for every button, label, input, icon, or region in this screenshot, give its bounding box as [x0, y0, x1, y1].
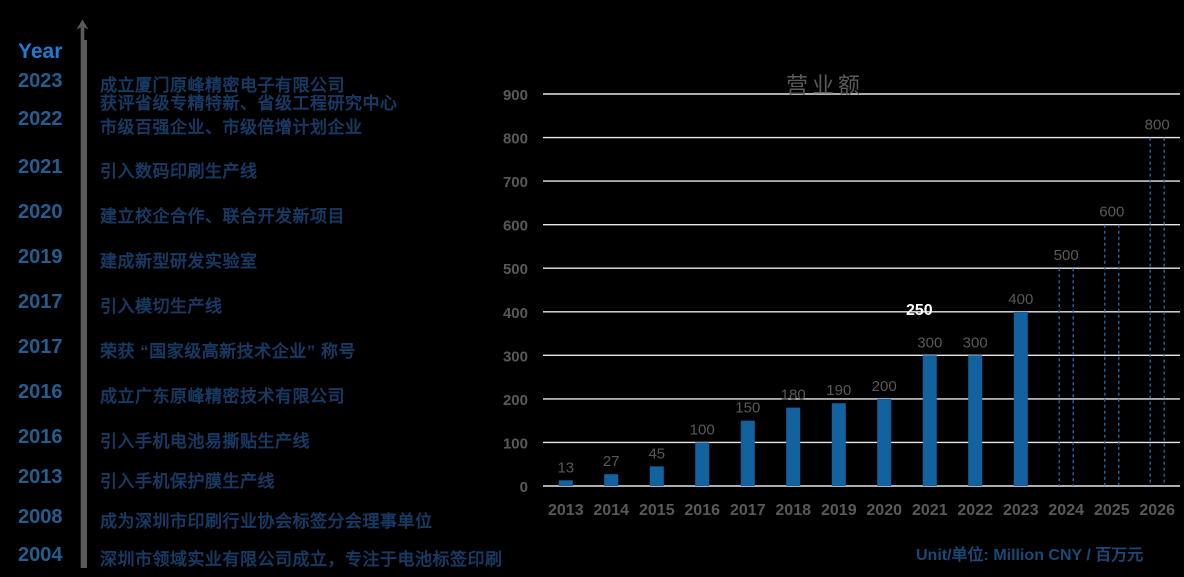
svg-text:100: 100 [690, 421, 715, 438]
svg-text:300: 300 [917, 334, 942, 351]
svg-text:0: 0 [520, 479, 528, 496]
svg-text:300: 300 [963, 334, 988, 351]
svg-text:2016: 2016 [684, 502, 720, 519]
svg-text:2015: 2015 [639, 502, 675, 519]
svg-text:500: 500 [1054, 247, 1079, 264]
svg-text:400: 400 [503, 305, 528, 322]
svg-text:600: 600 [1099, 204, 1124, 221]
svg-text:150: 150 [735, 400, 760, 417]
svg-text:190: 190 [826, 382, 851, 399]
svg-text:300: 300 [503, 348, 528, 365]
svg-text:13: 13 [557, 459, 574, 476]
svg-text:700: 700 [503, 174, 528, 191]
svg-text:2026: 2026 [1139, 502, 1175, 519]
svg-text:2024: 2024 [1048, 502, 1084, 519]
svg-text:27: 27 [603, 453, 620, 470]
svg-text:900: 900 [503, 87, 528, 104]
svg-text:180: 180 [781, 387, 806, 404]
svg-text:200: 200 [503, 392, 528, 409]
svg-text:2013: 2013 [548, 502, 584, 519]
svg-text:2025: 2025 [1094, 502, 1130, 519]
svg-text:2023: 2023 [1003, 502, 1039, 519]
svg-text:2014: 2014 [593, 502, 629, 519]
svg-text:2021: 2021 [912, 502, 948, 519]
svg-text:2019: 2019 [821, 502, 857, 519]
svg-text:800: 800 [1145, 117, 1170, 134]
svg-text:2017: 2017 [730, 502, 766, 519]
svg-text:200: 200 [872, 378, 897, 395]
svg-text:600: 600 [503, 218, 528, 235]
svg-text:2022: 2022 [957, 502, 993, 519]
svg-text:400: 400 [1008, 291, 1033, 308]
svg-text:2018: 2018 [775, 502, 811, 519]
svg-text:2020: 2020 [866, 502, 902, 519]
svg-text:45: 45 [648, 445, 665, 462]
svg-text:800: 800 [503, 131, 528, 148]
svg-text:500: 500 [503, 261, 528, 278]
svg-text:100: 100 [503, 435, 528, 452]
